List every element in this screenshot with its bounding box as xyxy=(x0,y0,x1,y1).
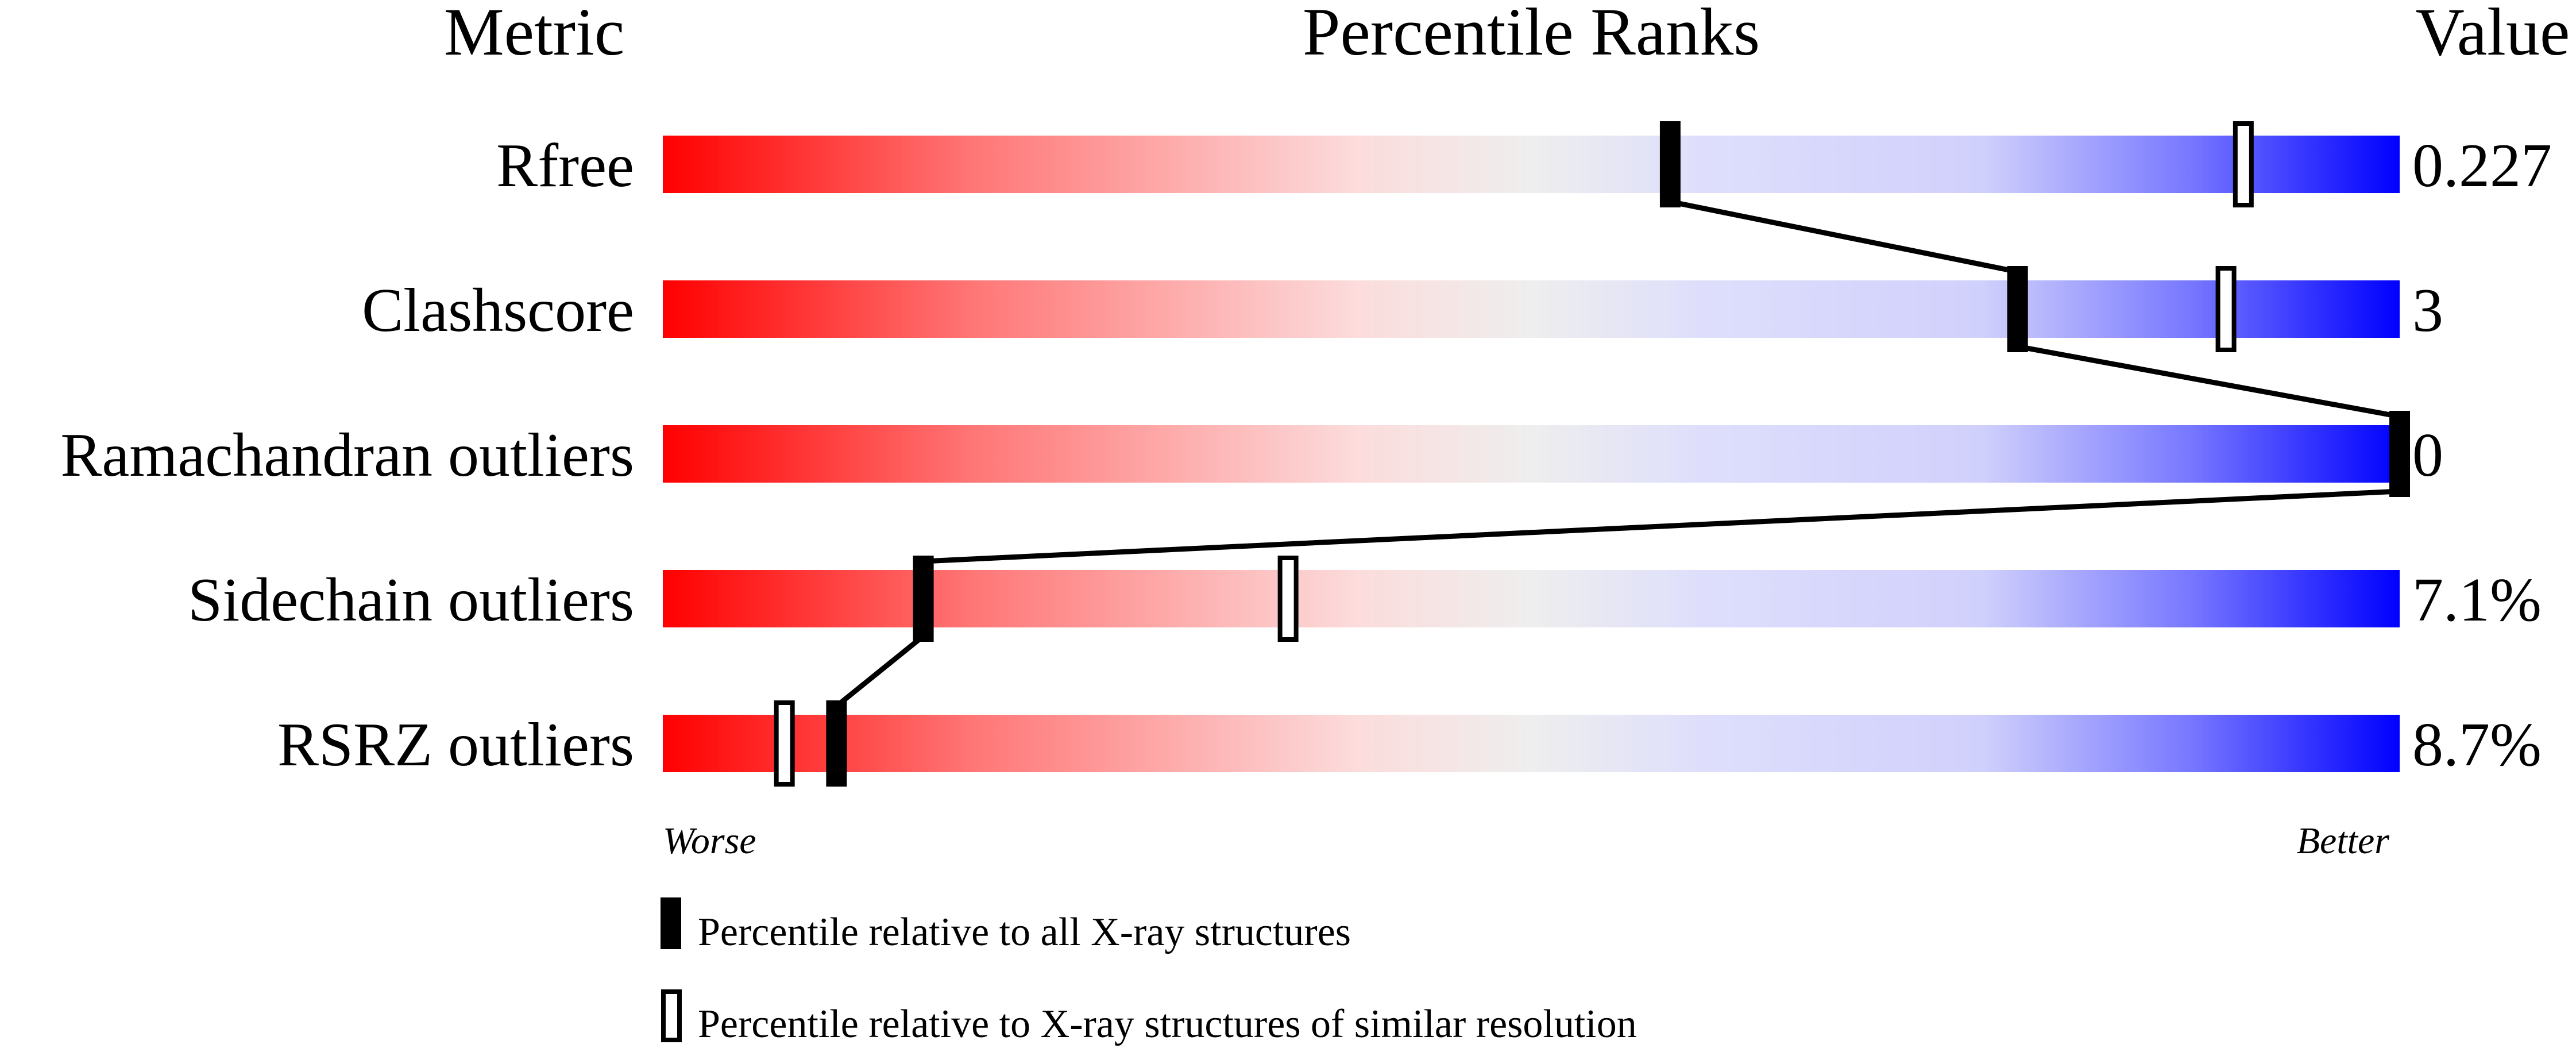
axis-label-better: Better xyxy=(2297,820,2390,862)
percentile-bar xyxy=(663,715,2400,772)
marker-similar-resolution xyxy=(2233,121,2254,207)
percentile-bar xyxy=(663,570,2400,627)
marker-all-structures xyxy=(913,556,934,642)
marker-all-structures xyxy=(826,700,847,787)
percentile-bar xyxy=(663,425,2400,483)
metric-label: RSRZ outliers xyxy=(277,711,634,779)
percentile-bar xyxy=(663,136,2400,193)
header-value: Value xyxy=(2416,0,2570,70)
axis-label-worse: Worse xyxy=(663,820,756,862)
metric-value: 3 xyxy=(2412,276,2443,345)
percentile-bar xyxy=(663,280,2400,338)
metric-label: Sidechain outliers xyxy=(188,566,634,634)
header-percentile-ranks: Percentile Ranks xyxy=(1303,0,1760,70)
marker-all-structures xyxy=(2389,411,2410,497)
metric-value: 8.7% xyxy=(2412,711,2542,779)
metric-label: Rfree xyxy=(496,132,634,200)
marker-all-structures xyxy=(1659,121,1681,207)
legend-all-marker xyxy=(661,897,681,949)
legend-similar-marker xyxy=(661,989,682,1042)
legend-similar-label: Percentile relative to X-ray structures … xyxy=(698,1002,1637,1046)
metric-label: Ramachandran outliers xyxy=(60,421,634,490)
metric-label: Clashscore xyxy=(362,276,634,345)
marker-all-structures xyxy=(2007,266,2028,352)
legend-all-label: Percentile relative to all X-ray structu… xyxy=(698,910,1351,954)
metric-value: 7.1% xyxy=(2412,566,2542,634)
metric-value: 0.227 xyxy=(2412,132,2552,200)
metric-value: 0 xyxy=(2412,421,2443,490)
marker-similar-resolution xyxy=(2215,266,2237,352)
marker-similar-resolution xyxy=(774,700,795,787)
marker-similar-resolution xyxy=(1277,556,1299,642)
header-metric: Metric xyxy=(444,0,625,70)
